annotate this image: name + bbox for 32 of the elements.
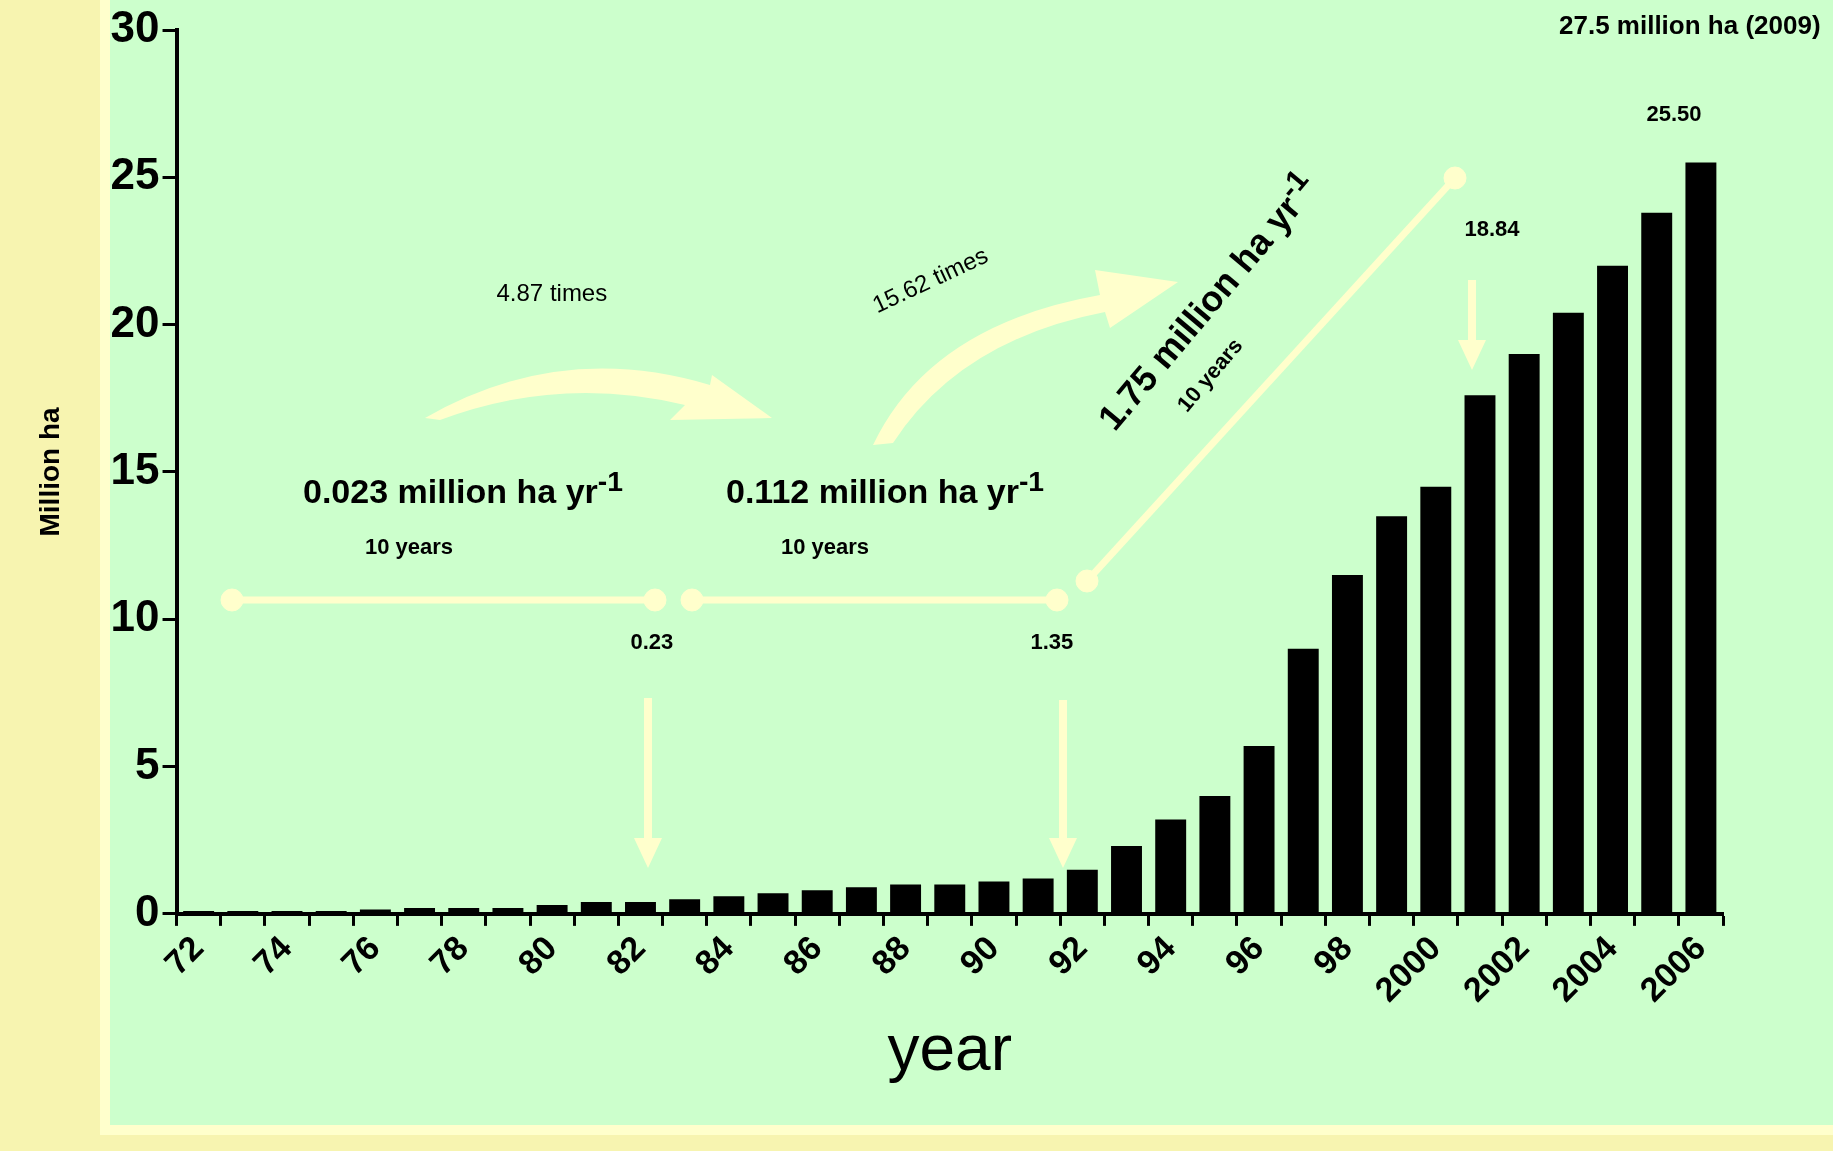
x-axis-title: year [887,1012,1013,1085]
annotation: 10 years [365,534,454,560]
x-tick-label: 84 [686,927,741,982]
y-tick-label: 15 [110,444,160,494]
x-tick-label: 96 [1217,928,1271,982]
x-tick-label: 90 [951,928,1006,982]
x-tick-label: 74 [244,927,299,982]
annotation: 4.87 times [496,279,608,307]
x-tick-label: 82 [598,928,653,982]
y-axis-title: Million ha [33,406,65,537]
annotation: 1.35 [1030,629,1074,655]
annotation: 0.23 [630,629,674,655]
x-tick-label: 92 [1040,928,1094,982]
annotation: 0.112 million ha yr$^{-1}$ [726,465,1045,512]
annotation: 18.84 [1464,216,1520,242]
y-tick-label: 10 [110,591,160,641]
x-tick-label: 94 [1128,927,1183,982]
y-tick-label: 25 [110,149,160,199]
y-tick-label: 5 [135,738,160,788]
x-tick-label: 86 [775,928,829,982]
annotation: 27.5 million ha (2009) [1559,9,1821,41]
y-tick-label: 20 [110,296,160,346]
x-tick-label: 88 [863,928,918,982]
x-tick-label: 76 [333,928,387,982]
annotation: 10 years [781,534,870,560]
annotation: 15.62 times [867,241,993,319]
x-tick-label: 98 [1305,928,1360,982]
x-tick-label: 78 [421,928,476,982]
annotation: 0.023 million ha yr$^{-1}$ [303,465,623,512]
y-tick-label: 30 [110,2,160,52]
x-tick-label: 80 [510,928,564,982]
annotation: 25.50 [1646,101,1702,127]
